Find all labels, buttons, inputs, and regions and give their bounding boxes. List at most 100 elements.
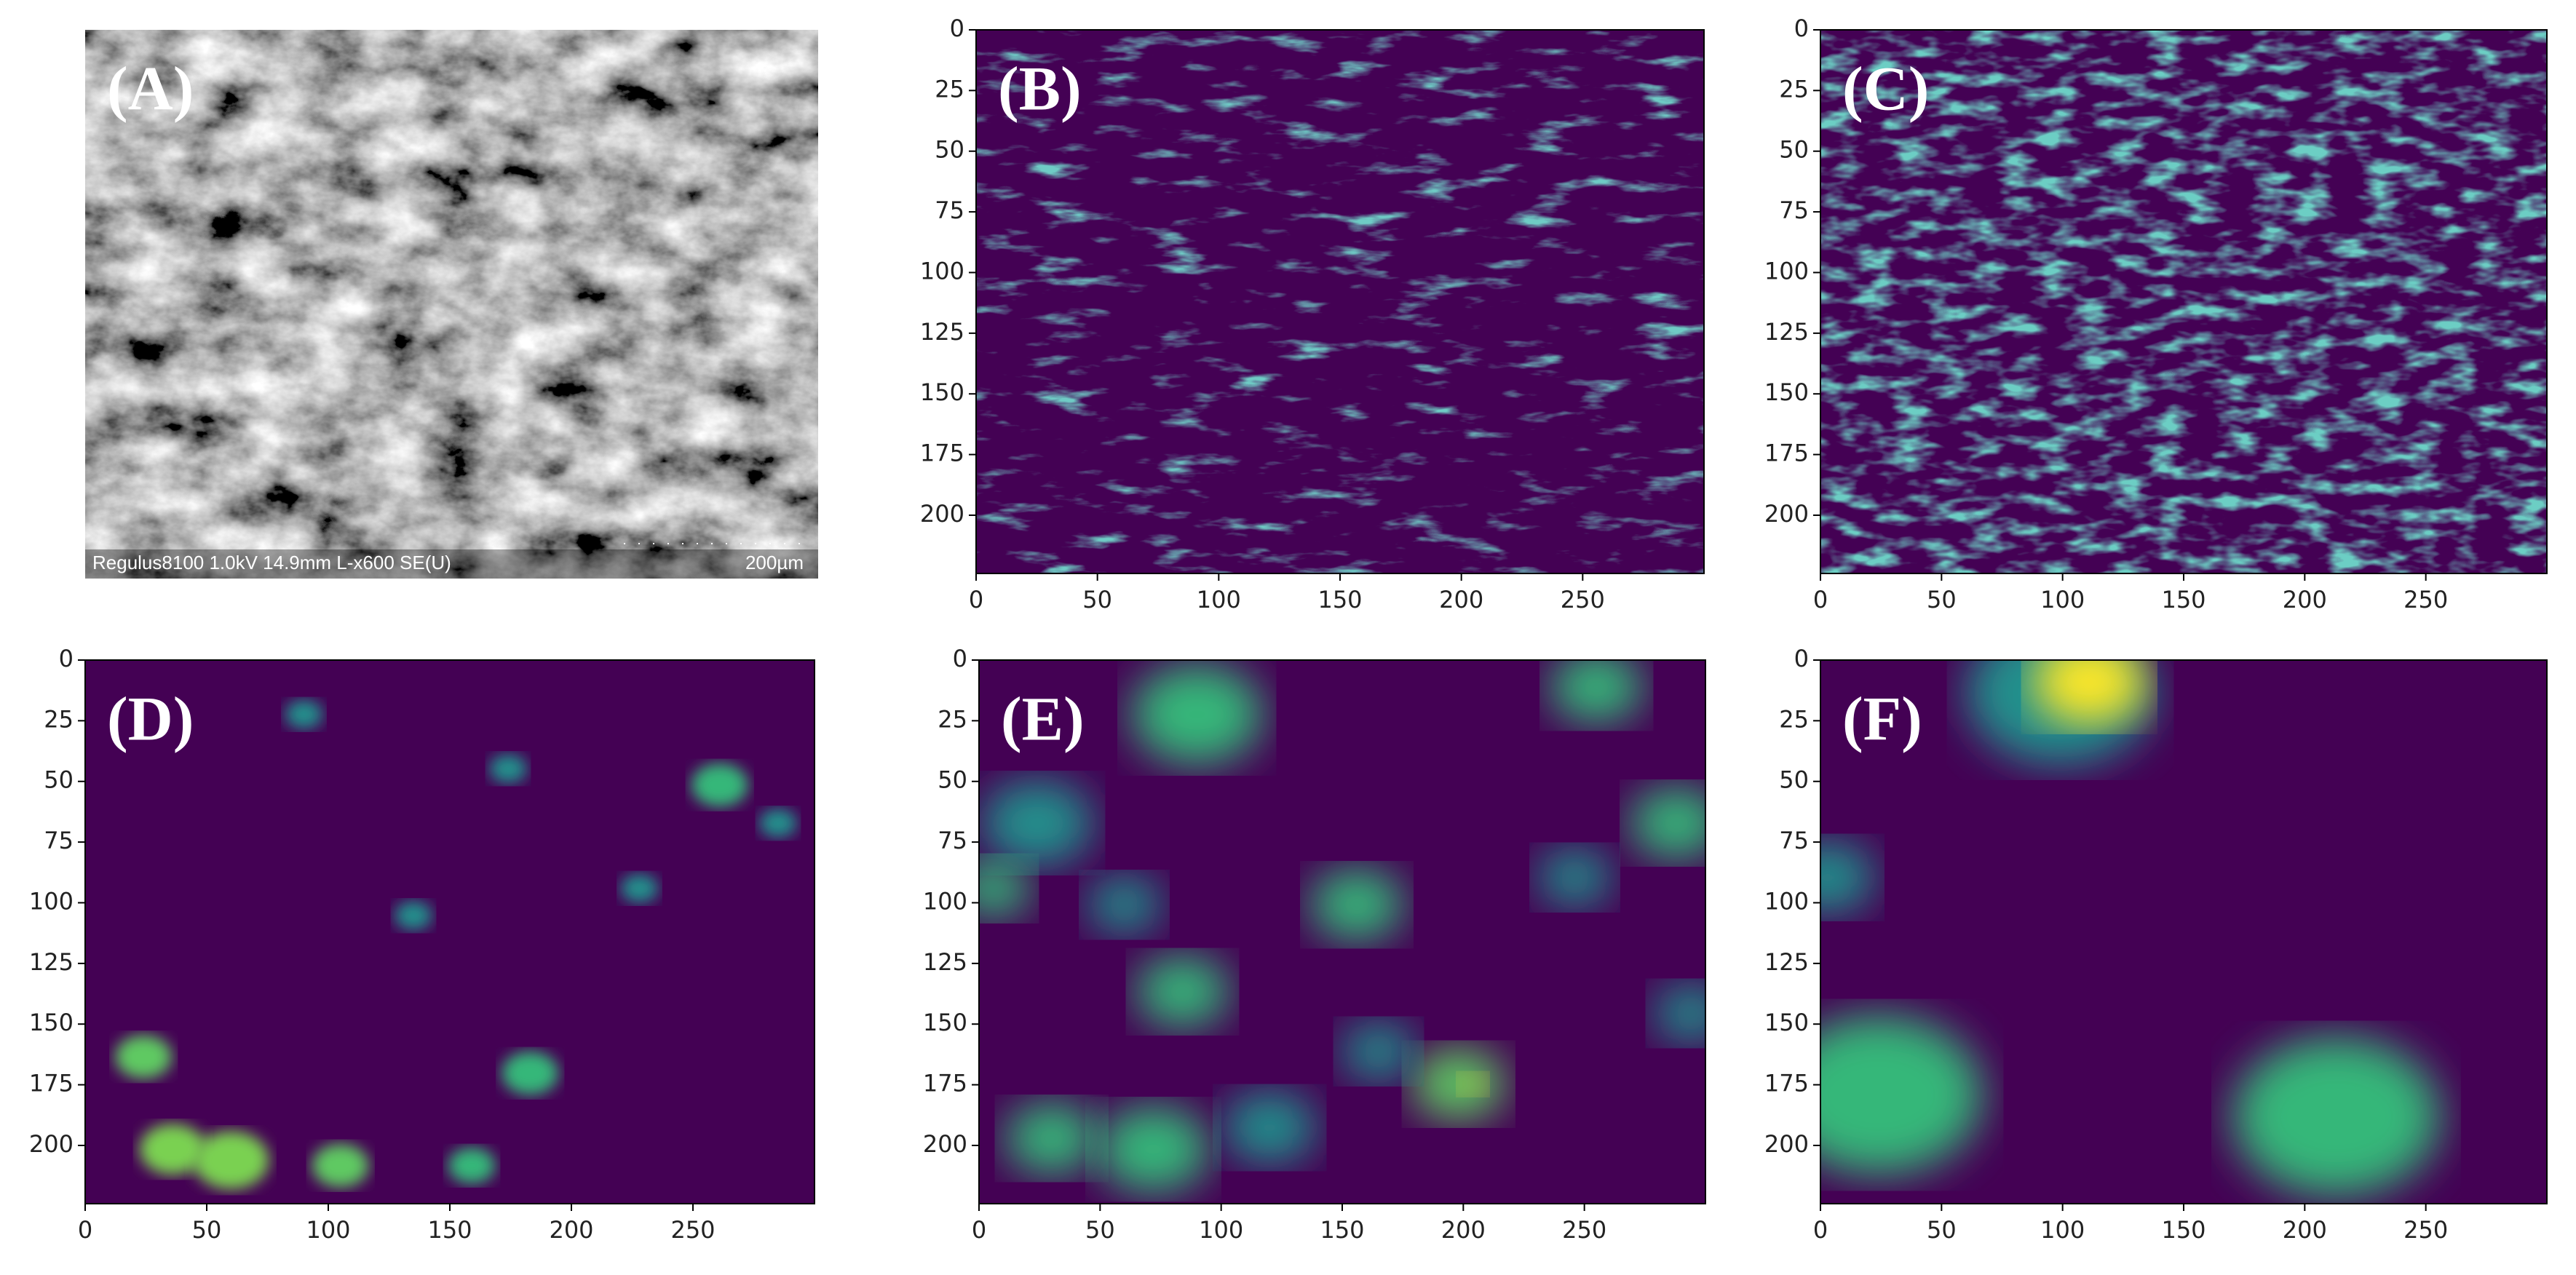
x-tick-label: 250	[670, 1216, 715, 1244]
x-tick-label: 150	[427, 1216, 472, 1244]
y-tick-label: 175	[1764, 1070, 1809, 1097]
blob	[1096, 1105, 1210, 1193]
y-tick-label: 75	[1779, 827, 1809, 854]
heatmap-image	[979, 660, 1705, 1193]
heatmap-image	[976, 30, 1704, 573]
x-tick-label: 150	[1317, 586, 1362, 613]
y-tick-label: 25	[938, 705, 967, 733]
caption-bar	[85, 549, 818, 579]
blob	[1820, 841, 1875, 914]
blob	[758, 809, 797, 838]
blob	[1537, 848, 1613, 907]
y-tick-label: 50	[938, 766, 967, 794]
blob	[394, 901, 432, 931]
blob	[448, 1147, 496, 1184]
blob	[1341, 1022, 1416, 1081]
blob	[620, 873, 659, 903]
y-tick-label: 0	[953, 645, 967, 672]
x-tick-label: 200	[549, 1216, 593, 1244]
x-tick-label: 0	[972, 1216, 986, 1244]
blob	[489, 754, 528, 784]
blob	[2232, 1036, 2441, 1197]
scale-label: 200µm	[745, 552, 804, 573]
blob	[980, 779, 1094, 867]
x-tick-label: 0	[1813, 1216, 1828, 1244]
y-tick-label: 200	[1764, 500, 1809, 528]
blob	[691, 763, 748, 807]
panel: 0 50 100 150 200 250 0 25 50 75 100 125 150 175 200 (C)	[1764, 15, 2548, 613]
sem-image	[85, 30, 818, 579]
y-tick-label: 25	[1779, 705, 1809, 733]
y-tick-label: 150	[920, 378, 964, 406]
panel: 0 50 100 150 200 250 0 25 50 75 100 125 150 175 200 (B)	[920, 15, 1705, 613]
y-tick-label: 25	[1779, 75, 1809, 103]
blob	[115, 1035, 173, 1079]
x-tick-label: 250	[1561, 586, 1605, 613]
heatmap-image	[1820, 660, 2441, 1197]
y-tick-label: 150	[29, 1009, 74, 1036]
y-tick-label: 0	[59, 645, 74, 672]
y-tick-label: 150	[1764, 1009, 1809, 1036]
blob	[1653, 984, 1705, 1043]
x-tick-label: 200	[1439, 586, 1483, 613]
blob	[285, 699, 323, 729]
blob	[1629, 787, 1705, 859]
x-tick-label: 100	[2040, 586, 2085, 613]
y-tick-label: 50	[1779, 136, 1809, 164]
blob	[1309, 868, 1404, 942]
x-tick-label: 200	[2283, 1216, 2327, 1244]
x-tick-label: 50	[192, 1216, 222, 1244]
x-tick-label: 100	[306, 1216, 350, 1244]
blob	[1135, 955, 1230, 1028]
y-tick-label: 175	[1764, 440, 1809, 467]
panel: 0 50 100 150 200 250 0 25 50 75 100 125 150 175 200 (F)	[1764, 645, 2548, 1244]
blob	[193, 1131, 269, 1190]
blob	[1086, 875, 1162, 934]
texture	[976, 30, 1704, 573]
y-tick-label: 0	[1794, 15, 1809, 42]
panel-label: (D)	[107, 684, 194, 754]
x-tick-label: 150	[2161, 586, 2206, 613]
y-tick-label: 200	[923, 1130, 967, 1158]
y-tick-label: 125	[29, 948, 74, 976]
x-tick-label: 250	[2403, 586, 2448, 613]
blob	[979, 859, 1031, 918]
y-tick-label: 75	[938, 827, 967, 854]
blob	[1549, 660, 1644, 724]
y-tick-label: 200	[920, 500, 964, 528]
x-tick-label: 250	[1562, 1216, 1606, 1244]
blob	[1820, 1014, 1983, 1175]
y-tick-label: 100	[923, 887, 967, 915]
y-tick-label: 150	[1764, 378, 1809, 406]
blob	[2032, 660, 2147, 726]
y-tick-label: 175	[29, 1070, 74, 1097]
x-tick-label: 50	[1085, 1216, 1115, 1244]
y-tick-label: 100	[1764, 887, 1809, 915]
blob	[1411, 1047, 1506, 1121]
panel-label: (B)	[998, 54, 1082, 124]
x-tick-label: 50	[1082, 586, 1112, 613]
heatmap-image	[115, 699, 797, 1190]
y-tick-label: 25	[44, 705, 74, 733]
blob	[502, 1051, 559, 1095]
panel: Regulus8100 1.0kV 14.9mm L-x600 SE(U) 200…	[85, 30, 818, 579]
y-tick-label: 50	[1779, 766, 1809, 794]
blob	[1004, 1102, 1099, 1175]
blob	[1222, 1091, 1317, 1164]
heatmap-bg	[85, 660, 815, 1204]
x-tick-label: 0	[78, 1216, 92, 1244]
y-tick-label: 200	[1764, 1130, 1809, 1158]
blob	[1459, 1073, 1488, 1095]
x-tick-label: 100	[2040, 1216, 2085, 1244]
y-tick-label: 125	[920, 318, 964, 346]
y-tick-label: 125	[1764, 948, 1809, 976]
y-tick-label: 75	[935, 196, 964, 224]
y-tick-label: 75	[44, 827, 74, 854]
texture	[1820, 30, 2547, 573]
x-tick-label: 150	[2161, 1216, 2206, 1244]
blob	[139, 1124, 206, 1175]
y-tick-label: 125	[923, 948, 967, 976]
y-tick-label: 0	[1794, 645, 1809, 672]
x-tick-label: 50	[1927, 586, 1957, 613]
